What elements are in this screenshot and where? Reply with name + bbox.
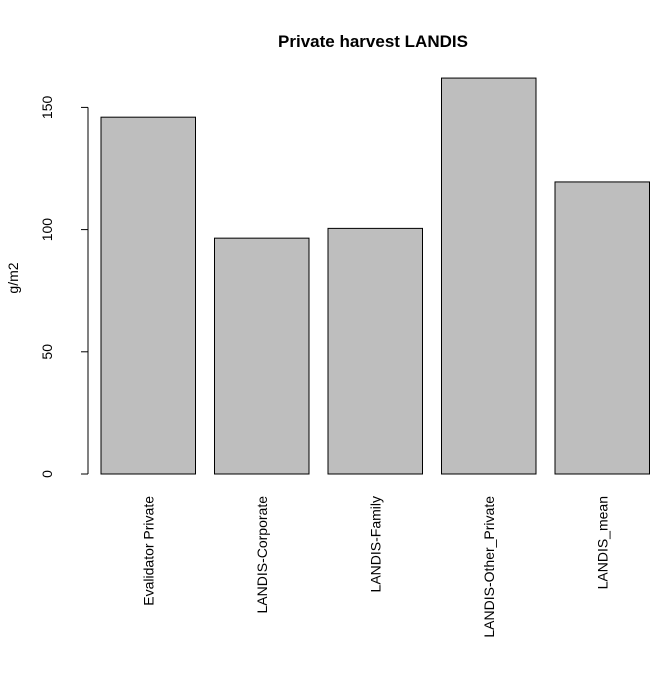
y-tick-label: 150 bbox=[39, 96, 55, 120]
x-tick-label: LANDIS-Family bbox=[367, 496, 383, 592]
y-axis-label: g/m2 bbox=[5, 262, 21, 293]
bar bbox=[100, 116, 196, 475]
y-tick-label: 0 bbox=[39, 470, 55, 478]
x-tick-labels: Evalidator Private LANDIS-Corporate LANDIS… bbox=[140, 496, 610, 638]
x-tick-label: Evalidator Private bbox=[140, 496, 156, 606]
bar bbox=[327, 227, 423, 475]
y-tick-label: 100 bbox=[39, 218, 55, 242]
bar bbox=[554, 181, 650, 475]
bars-group bbox=[100, 77, 650, 475]
y-tick-label: 50 bbox=[39, 344, 55, 360]
chart-title: Private harvest LANDIS bbox=[278, 32, 468, 51]
x-tick-label: LANDIS-Other_Private bbox=[481, 496, 497, 638]
x-tick-label: LANDIS-Corporate bbox=[254, 496, 270, 614]
y-axis: 0 50 100 150 bbox=[39, 96, 89, 478]
bar bbox=[441, 77, 537, 475]
bar bbox=[214, 237, 310, 475]
x-tick-label: LANDIS_mean bbox=[594, 496, 610, 589]
